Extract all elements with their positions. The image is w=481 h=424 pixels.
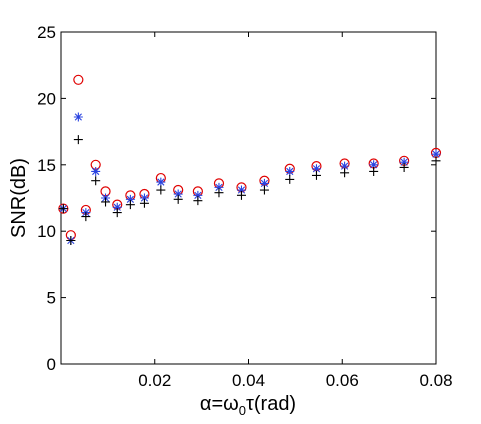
y-tick-label: 10	[37, 222, 56, 241]
x-tick-label: 0.02	[138, 371, 171, 390]
plus-marker	[173, 194, 183, 204]
y-tick-label: 25	[37, 23, 56, 42]
plus-marker	[399, 162, 409, 172]
plus-marker	[91, 176, 101, 186]
asterisk-marker	[214, 182, 224, 192]
circle-marker	[73, 74, 84, 85]
asterisk-marker	[311, 164, 321, 174]
plus-marker	[58, 204, 68, 214]
asterisk-marker	[73, 112, 83, 122]
plus-marker	[156, 185, 166, 195]
asterisk-marker	[399, 157, 409, 167]
plus-marker	[125, 200, 135, 210]
plus-marker	[112, 208, 122, 218]
data-markers	[58, 74, 442, 245]
asterisk-marker	[259, 178, 269, 188]
plus-marker	[81, 212, 91, 222]
x-axis-label-prefix: α=ω	[200, 393, 239, 415]
x-tick-label: 0.06	[326, 371, 359, 390]
asterisk-marker	[91, 166, 101, 176]
asterisk-marker	[156, 177, 166, 187]
asterisk-marker	[193, 190, 203, 200]
y-tick-label: 5	[47, 289, 56, 308]
plus-marker	[139, 198, 149, 208]
x-tick-label: 0.08	[419, 371, 452, 390]
y-tick-label: 0	[47, 355, 56, 374]
asterisk-marker	[173, 189, 183, 199]
asterisk-marker	[285, 166, 295, 176]
plus-marker	[193, 196, 203, 206]
plus-marker	[66, 235, 76, 245]
y-tick-label: 15	[37, 156, 56, 175]
x-tick-label: 0.04	[232, 371, 265, 390]
plot-area	[60, 31, 437, 365]
asterisk-marker	[139, 193, 149, 203]
y-axis-label: SNR(dB)	[8, 158, 30, 238]
x-axis-label-suffix: τ(rad)	[246, 393, 296, 415]
axis-ticks: 0 5 10 15 20 25 0.02 0.04 0.06 0.08	[37, 23, 452, 390]
plus-marker	[369, 166, 379, 176]
asterisk-marker	[369, 160, 379, 170]
plus-marker	[311, 170, 321, 180]
asterisk-marker	[431, 149, 441, 159]
asterisk-marker	[236, 185, 246, 195]
plus-marker	[101, 197, 111, 207]
plus-marker	[236, 190, 246, 200]
plus-marker	[259, 185, 269, 195]
plus-marker	[285, 174, 295, 184]
plus-marker	[340, 168, 350, 178]
asterisk-marker	[125, 194, 135, 204]
plus-marker	[431, 156, 441, 166]
x-axis-label: α=ω0τ(rad)	[200, 393, 296, 418]
plus-marker	[73, 135, 83, 145]
plus-marker	[214, 188, 224, 198]
asterisk-marker	[340, 161, 350, 171]
asterisk-marker	[112, 202, 122, 212]
y-tick-label: 20	[37, 89, 56, 108]
x-axis-label-subscript: 0	[239, 403, 246, 418]
